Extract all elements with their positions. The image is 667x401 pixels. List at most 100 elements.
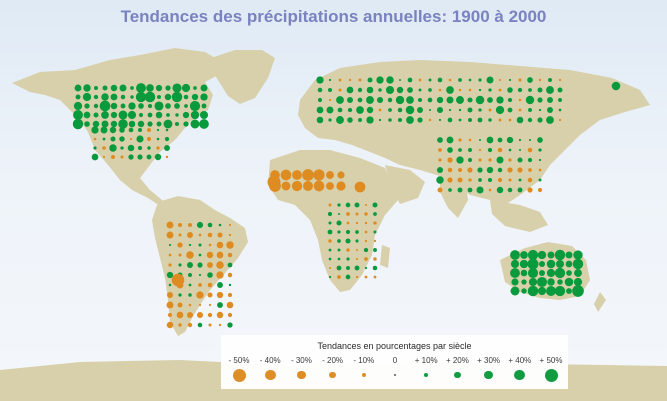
trend-marker — [328, 203, 332, 207]
legend-label: + 20% — [445, 356, 469, 365]
trend-marker — [436, 106, 444, 114]
trend-marker — [539, 270, 545, 276]
trend-marker — [188, 303, 192, 307]
trend-marker — [147, 146, 151, 150]
trend-marker — [507, 107, 513, 113]
trend-marker — [373, 248, 377, 252]
trend-marker — [554, 285, 566, 297]
trend-marker — [316, 106, 324, 114]
trend-marker — [438, 148, 442, 152]
trend-marker — [313, 180, 325, 192]
trend-marker — [138, 112, 144, 118]
trend-marker — [201, 103, 207, 109]
trend-marker — [178, 263, 182, 267]
trend-marker — [200, 93, 208, 101]
trend-marker — [227, 252, 233, 258]
trend-marker — [417, 117, 423, 123]
trend-marker — [358, 78, 362, 82]
trend-marker — [199, 119, 209, 129]
trend-marker — [497, 177, 503, 183]
trend-marker — [373, 275, 377, 279]
trend-marker — [521, 279, 527, 285]
trend-marker — [208, 243, 212, 247]
legend-swatch — [454, 371, 461, 379]
trend-marker — [528, 277, 538, 287]
trend-marker — [267, 175, 281, 189]
trend-marker — [558, 78, 562, 82]
trend-marker — [337, 239, 341, 243]
trend-marker — [137, 127, 143, 133]
trend-marker — [165, 128, 169, 132]
trend-marker — [555, 259, 565, 269]
trend-marker — [118, 119, 128, 129]
trend-marker — [356, 106, 364, 114]
trend-marker — [146, 127, 152, 133]
legend: Tendances en pourcentages par siècle - 5… — [221, 335, 568, 389]
trend-marker — [154, 101, 164, 111]
trend-marker — [486, 76, 494, 84]
trend-marker — [120, 94, 126, 100]
trend-marker — [146, 154, 152, 160]
trend-marker — [497, 137, 503, 143]
trend-marker — [496, 186, 504, 194]
trend-marker — [186, 251, 194, 259]
trend-marker — [448, 78, 452, 82]
trend-marker — [207, 312, 213, 318]
trend-marker — [467, 97, 473, 103]
trend-marker — [313, 169, 325, 181]
trend-marker — [208, 323, 212, 327]
trend-marker — [198, 243, 202, 247]
legend-label: + 30% — [477, 356, 501, 365]
trend-marker — [427, 97, 433, 103]
trend-marker — [207, 222, 213, 228]
legend-label: + 10% — [414, 356, 438, 365]
trend-marker — [518, 148, 522, 152]
trend-marker — [302, 180, 314, 192]
trend-marker — [546, 268, 556, 278]
trend-marker — [328, 221, 332, 225]
trend-marker — [292, 170, 302, 180]
trend-marker — [364, 257, 368, 261]
trend-marker — [147, 112, 153, 118]
trend-marker — [446, 136, 454, 144]
trend-marker — [448, 188, 452, 192]
trend-marker — [373, 257, 377, 261]
trend-marker — [208, 303, 212, 307]
legend-swatch — [232, 368, 246, 382]
trend-marker — [326, 182, 334, 190]
legend-swatch — [514, 369, 526, 381]
trend-marker — [537, 97, 543, 103]
trend-marker — [508, 178, 512, 182]
trend-marker — [326, 106, 334, 114]
trend-marker — [487, 147, 493, 153]
land-north-america — [12, 48, 222, 206]
trend-marker — [517, 87, 523, 93]
trend-marker — [168, 253, 172, 257]
trend-marker — [519, 259, 529, 269]
trend-marker — [486, 136, 494, 144]
trend-marker — [458, 88, 462, 92]
trend-marker — [226, 301, 234, 309]
trend-marker — [355, 221, 359, 225]
trend-marker — [184, 104, 188, 108]
trend-marker — [457, 187, 463, 193]
trend-marker — [216, 251, 224, 259]
trend-marker — [538, 148, 542, 152]
trend-marker — [364, 266, 368, 270]
trend-marker — [518, 138, 522, 142]
trend-marker — [476, 186, 484, 194]
trend-marker — [198, 283, 202, 287]
trend-marker — [164, 136, 170, 142]
trend-marker — [355, 239, 359, 243]
trend-marker — [366, 106, 374, 114]
trend-marker — [364, 275, 368, 279]
trend-marker — [537, 187, 543, 193]
trend-marker — [337, 230, 341, 234]
trend-marker — [189, 100, 201, 112]
trend-marker — [478, 158, 482, 162]
trend-marker — [101, 111, 109, 119]
trend-marker — [136, 135, 144, 143]
trend-marker — [498, 118, 502, 122]
trend-marker — [527, 157, 533, 163]
legend-swatch — [329, 371, 336, 379]
